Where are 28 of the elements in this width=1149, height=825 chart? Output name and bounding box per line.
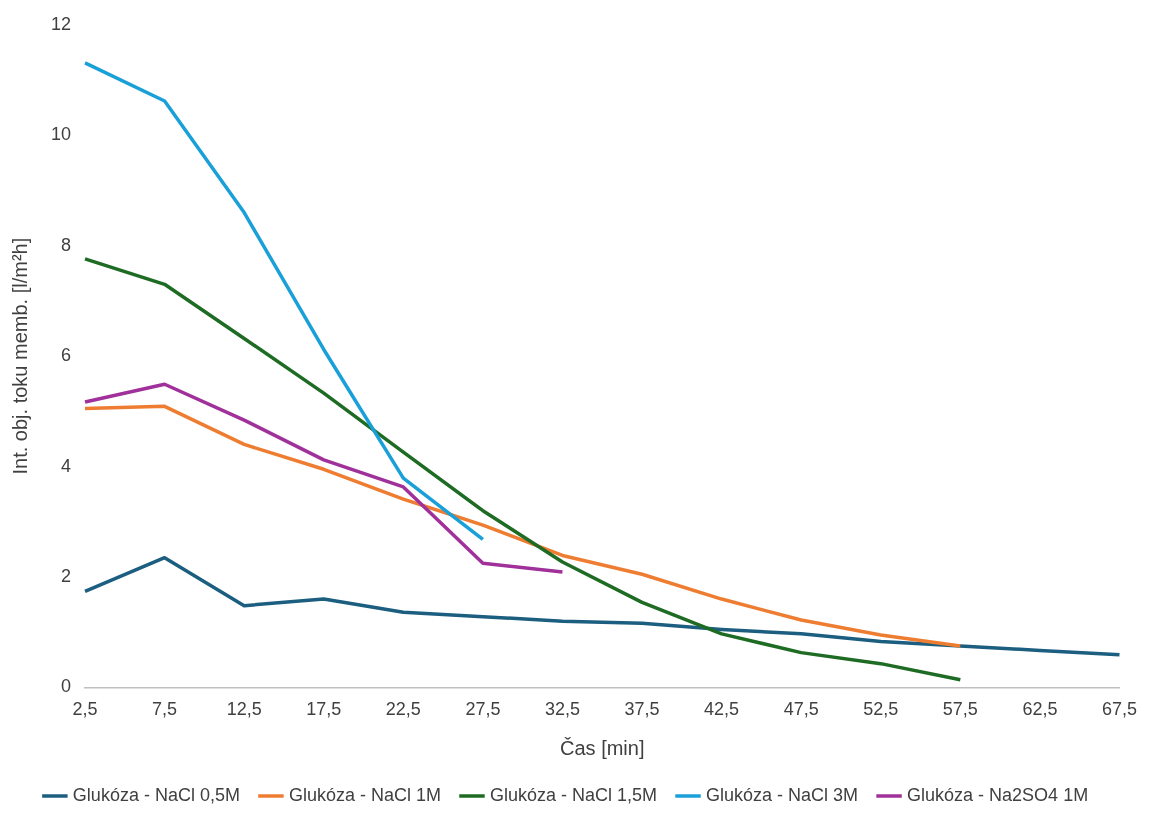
x-tick-label: 27,5 — [465, 699, 501, 720]
x-tick-label: 2,5 — [72, 699, 98, 720]
x-tick-label: 12,5 — [226, 699, 262, 720]
x-axis-title: Čas [min] — [560, 736, 645, 759]
x-tick-label: 37,5 — [624, 699, 660, 720]
legend-label: Glukóza - NaCl 0,5M — [72, 784, 240, 805]
y-tick-label: 0 — [61, 676, 72, 697]
y-tick-label: 8 — [61, 234, 72, 255]
x-tick-label: 52,5 — [863, 699, 899, 720]
x-tick-label: 57,5 — [942, 699, 978, 720]
x-tick-label: 67,5 — [1101, 699, 1138, 720]
y-tick-label: 10 — [50, 124, 72, 145]
x-tick-label: 17,5 — [306, 699, 342, 720]
x-tick-label: 42,5 — [704, 699, 740, 720]
x-tick-label: 32,5 — [544, 699, 580, 720]
y-tick-label: 12 — [50, 13, 72, 34]
y-tick-label: 2 — [61, 565, 72, 586]
x-tick-label: 47,5 — [783, 699, 819, 720]
legend-label: Glukóza - NaCl 3M — [706, 784, 859, 805]
legend-label: Glukóza - Na2SO4 1M — [907, 784, 1089, 805]
x-tick-label: 22,5 — [385, 699, 421, 720]
x-tick-label: 7,5 — [152, 699, 178, 720]
y-axis-title: Int. obj. toku memb. [l/m²h] — [8, 237, 31, 475]
y-tick-label: 4 — [61, 455, 72, 476]
y-tick-label: 6 — [61, 345, 72, 366]
legend-label: Glukóza - NaCl 1M — [288, 784, 441, 805]
legend-label: Glukóza - NaCl 1,5M — [489, 784, 658, 805]
x-tick-label: 62,5 — [1022, 699, 1058, 720]
